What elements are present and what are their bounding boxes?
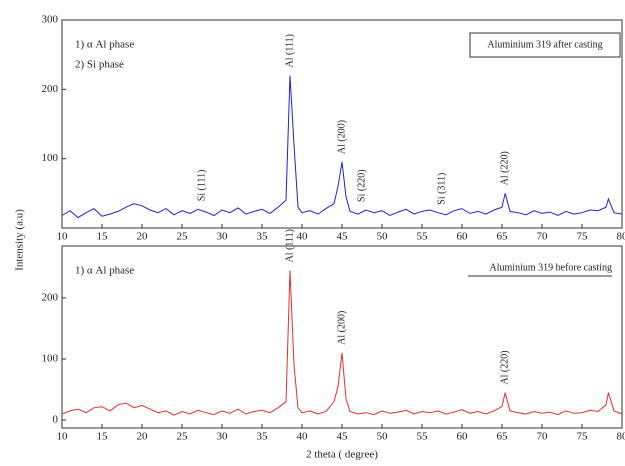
- x-tick-label: 25: [177, 231, 189, 243]
- x-tick-label: 65: [497, 431, 509, 443]
- data-line: [61, 75, 623, 219]
- peak-label: Al (111): [284, 229, 295, 262]
- x-tick-label: 40: [297, 231, 309, 243]
- y-tick-label: 100: [42, 152, 59, 164]
- x-tick-label: 80: [617, 231, 625, 243]
- x-tick-label: 30: [217, 431, 229, 443]
- x-tick-label: 55: [417, 431, 429, 443]
- x-tick-label: 20: [137, 431, 149, 443]
- x-tick-label: 40: [297, 431, 309, 443]
- peak-label: Al (220): [499, 350, 510, 384]
- x-tick-label: 25: [177, 431, 189, 443]
- legend-box: [469, 32, 621, 58]
- x-tick-label: 35: [257, 431, 269, 443]
- x-tick-label: 15: [97, 431, 109, 443]
- y-tick-label: 200: [42, 291, 59, 303]
- x-tick-label: 10: [57, 231, 69, 243]
- x-tick-label: 30: [217, 231, 229, 243]
- x-tick-label: 50: [377, 431, 389, 443]
- x-tick-label: 60: [457, 231, 469, 243]
- phase-label: 1) α Al phase: [75, 39, 134, 51]
- x-tick-label: 45: [337, 231, 349, 243]
- x-tick-label: 55: [417, 231, 429, 243]
- data-line: [61, 270, 623, 416]
- y-tick-label: 100: [42, 353, 59, 365]
- y-tick-label: 0: [53, 414, 59, 426]
- x-tick-label: 15: [97, 231, 109, 243]
- x-tick-label: 70: [537, 431, 549, 443]
- x-tick-label: 60: [457, 431, 469, 443]
- x-tick-label: 70: [537, 231, 549, 243]
- phase-label: 2) Si phase: [75, 59, 124, 71]
- peak-label: Al (220): [499, 151, 510, 185]
- x-axis-label: 2 theta ( degree): [306, 449, 378, 461]
- x-tick-label: 65: [497, 231, 509, 243]
- x-tick-label: 75: [577, 431, 589, 443]
- peak-label: Si (111): [196, 170, 207, 202]
- legend-label: Aluminium 319 before casting: [490, 262, 612, 273]
- y-axis-label: Intensity (a.u): [14, 209, 26, 271]
- x-tick-label: 10: [57, 431, 69, 443]
- y-tick-label: 200: [42, 83, 59, 95]
- peak-label: Al (200): [336, 311, 347, 345]
- x-tick-label: 80: [617, 431, 625, 443]
- x-tick-label: 75: [577, 231, 589, 243]
- x-tick-label: 35: [257, 231, 269, 243]
- peak-label: Al (200): [336, 120, 347, 154]
- x-tick-label: 20: [137, 231, 149, 243]
- peak-label: Si (311): [436, 173, 447, 205]
- x-tick-label: 50: [377, 231, 389, 243]
- peak-label: Si (220): [356, 169, 367, 202]
- phase-label: 1) α Al phase: [75, 265, 134, 277]
- x-tick-label: 45: [337, 431, 349, 443]
- y-tick-label: 300: [42, 14, 59, 26]
- legend-label: Aluminium 319 after casting: [487, 39, 602, 50]
- peak-label: Al (111): [284, 34, 295, 67]
